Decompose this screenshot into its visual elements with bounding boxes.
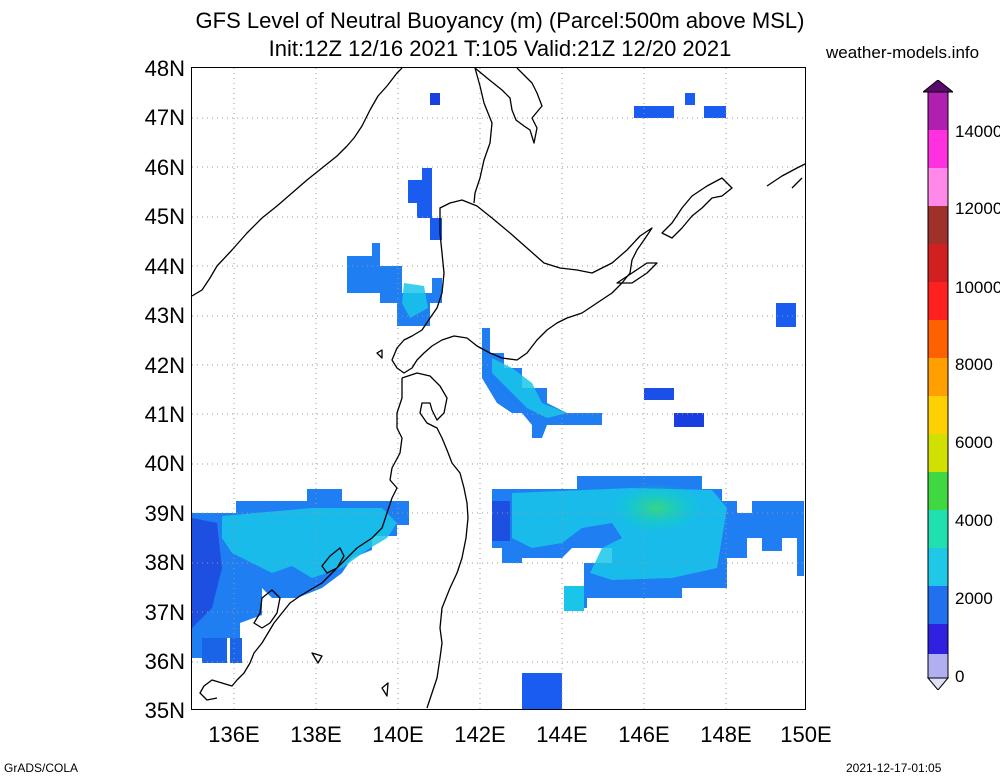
lat-label-37n: 37N bbox=[144, 600, 185, 625]
lat-label-48n: 48N bbox=[144, 56, 185, 81]
lat-label-39n: 39N bbox=[144, 501, 185, 526]
lat-label-45n: 45N bbox=[144, 204, 185, 229]
field-sea-of-japan-west-dark bbox=[192, 518, 222, 628]
colorbar-label-4000: 4000 bbox=[955, 511, 993, 530]
field-sea-of-japan-west-cyan bbox=[222, 508, 397, 578]
lon-label-142e: 142E bbox=[454, 722, 506, 747]
coast-hokkaido bbox=[391, 199, 653, 374]
field-patch-41n-b bbox=[674, 413, 704, 427]
coast-noto bbox=[253, 589, 281, 629]
field-patch-47n-b bbox=[634, 106, 674, 118]
map-subtitle: Init:12Z 12/16 2021 T:105 Valid:21Z 12/2… bbox=[268, 36, 732, 61]
colorbar bbox=[923, 80, 953, 690]
footer-software: GrADS/COLA bbox=[4, 761, 79, 775]
field-patch-47n-a bbox=[430, 93, 440, 105]
field-hokkaido-west bbox=[347, 243, 442, 326]
coast-sado bbox=[321, 547, 345, 574]
coast-honshu bbox=[199, 372, 469, 709]
field-noto-patch-2 bbox=[230, 638, 242, 663]
colorbar-label-2000: 2000 bbox=[955, 589, 993, 608]
field-tsugaru bbox=[482, 328, 602, 438]
colorbar-label-8000: 8000 bbox=[955, 355, 993, 374]
lat-label-38n: 38N bbox=[144, 550, 185, 575]
lat-label-41n: 41N bbox=[144, 402, 185, 427]
colorbar-label-6000: 6000 bbox=[955, 433, 993, 452]
field-rishiri bbox=[408, 168, 442, 240]
footer-timestamp: 2021-12-17-01:05 bbox=[846, 761, 942, 775]
map-canvas bbox=[192, 68, 805, 709]
lat-label-46n: 46N bbox=[144, 155, 185, 180]
colorbar-label-14000: 14000 bbox=[955, 122, 1000, 141]
map-title: GFS Level of Neutral Buoyancy (m) (Parce… bbox=[195, 8, 805, 33]
lat-label-36n: 36N bbox=[144, 649, 185, 674]
field-patch-47n-d bbox=[704, 106, 726, 118]
lat-label-42n: 42N bbox=[144, 353, 185, 378]
graticule bbox=[192, 68, 805, 709]
field-pacific-hotspot bbox=[612, 483, 702, 533]
lon-label-138e: 138E bbox=[290, 722, 342, 747]
colorbar-label-0: 0 bbox=[955, 667, 965, 686]
field-noto-patch bbox=[202, 638, 227, 663]
coast-mainland-asia bbox=[192, 68, 403, 297]
field-patch-43n bbox=[776, 303, 796, 327]
lat-label-35n: 35N bbox=[144, 698, 185, 723]
colorbar-label-10000: 10000 bbox=[955, 278, 1000, 297]
lon-label-136e: 136E bbox=[208, 722, 260, 747]
field-patch-47n-c bbox=[685, 93, 695, 105]
coast-sakhalin bbox=[473, 68, 543, 204]
lon-label-150e: 150E bbox=[780, 722, 832, 747]
coastlines bbox=[192, 68, 805, 709]
map-plot-area bbox=[191, 67, 806, 710]
lat-label-40n: 40N bbox=[144, 451, 185, 476]
field-patch-35n bbox=[522, 673, 562, 709]
field-pacific-dark-edge bbox=[492, 501, 510, 541]
field-tsugaru-cyan bbox=[492, 358, 567, 418]
lon-label-140e: 140E bbox=[372, 722, 424, 747]
lat-label-43n: 43N bbox=[144, 303, 185, 328]
field-hokkaido-west-cyan bbox=[402, 283, 428, 318]
lon-label-148e: 148E bbox=[700, 722, 752, 747]
field-layer bbox=[192, 93, 804, 709]
lon-label-146e: 146E bbox=[618, 722, 670, 747]
colorbar-label-12000: 12000 bbox=[955, 199, 1000, 218]
field-patch-41n-a bbox=[644, 388, 674, 400]
lon-label-144e: 144E bbox=[536, 722, 588, 747]
coast-kurils bbox=[616, 163, 805, 284]
lat-label-47n: 47N bbox=[144, 105, 185, 130]
coast-small-islands bbox=[311, 349, 389, 697]
field-patch-37n bbox=[564, 586, 584, 611]
site-credit: weather-models.info bbox=[826, 43, 980, 62]
lat-label-44n: 44N bbox=[144, 254, 185, 279]
